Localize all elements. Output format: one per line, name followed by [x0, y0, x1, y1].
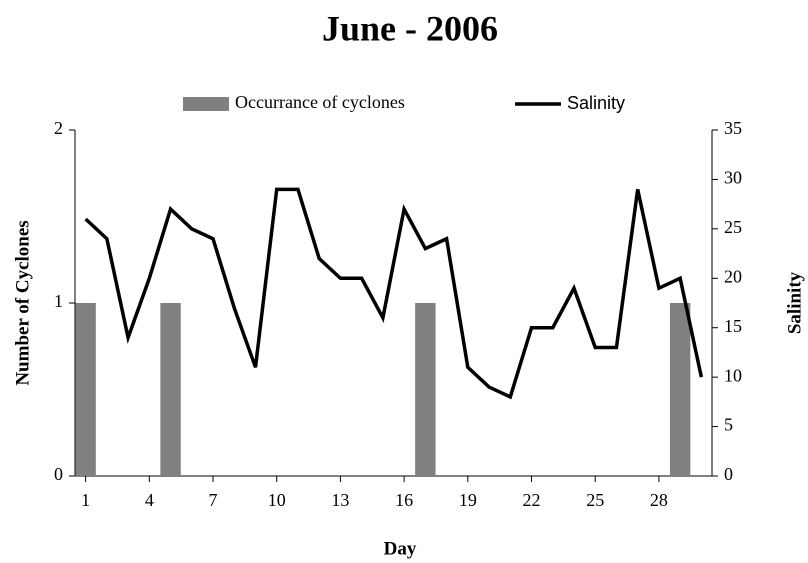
- y-tick-label: 2: [54, 118, 63, 138]
- bar: [415, 303, 436, 476]
- x-tick-label: 28: [650, 490, 668, 510]
- legend-label: Occurrance of cyclones: [235, 92, 405, 112]
- y2-tick-label: 35: [724, 118, 742, 138]
- x-tick-label: 4: [145, 490, 154, 510]
- x-tick-label: 25: [586, 490, 604, 510]
- x-tick-label: 16: [395, 490, 413, 510]
- legend-swatch: [183, 97, 229, 111]
- bar: [75, 303, 96, 476]
- x-tick-label: 1: [81, 490, 90, 510]
- y2-tick-label: 5: [724, 415, 733, 435]
- bar: [160, 303, 181, 476]
- line: [84, 187, 704, 400]
- bar: [669, 303, 691, 476]
- x-tick-label: 13: [331, 490, 349, 510]
- x-tick-label: 7: [209, 490, 218, 510]
- legend-label: Salinity: [567, 93, 625, 113]
- y2-tick-label: 10: [724, 365, 742, 385]
- y-tick-label: 0: [54, 464, 63, 484]
- x-tick-label: 22: [523, 490, 541, 510]
- y2-tick-label: 15: [724, 316, 742, 336]
- y2-axis-label: Salinity: [784, 271, 805, 334]
- y2-tick-label: 25: [724, 217, 742, 237]
- y2-tick-label: 0: [724, 464, 733, 484]
- y2-tick-label: 30: [724, 168, 742, 188]
- x-tick-label: 10: [268, 490, 286, 510]
- chart-title: June - 2006: [322, 8, 498, 48]
- y2-tick-label: 20: [724, 266, 742, 286]
- x-axis-label: Day: [384, 538, 417, 559]
- x-tick-label: 19: [459, 490, 477, 510]
- y-tick-label: 1: [54, 291, 63, 311]
- y-axis-label: Number of Cyclones: [12, 220, 33, 385]
